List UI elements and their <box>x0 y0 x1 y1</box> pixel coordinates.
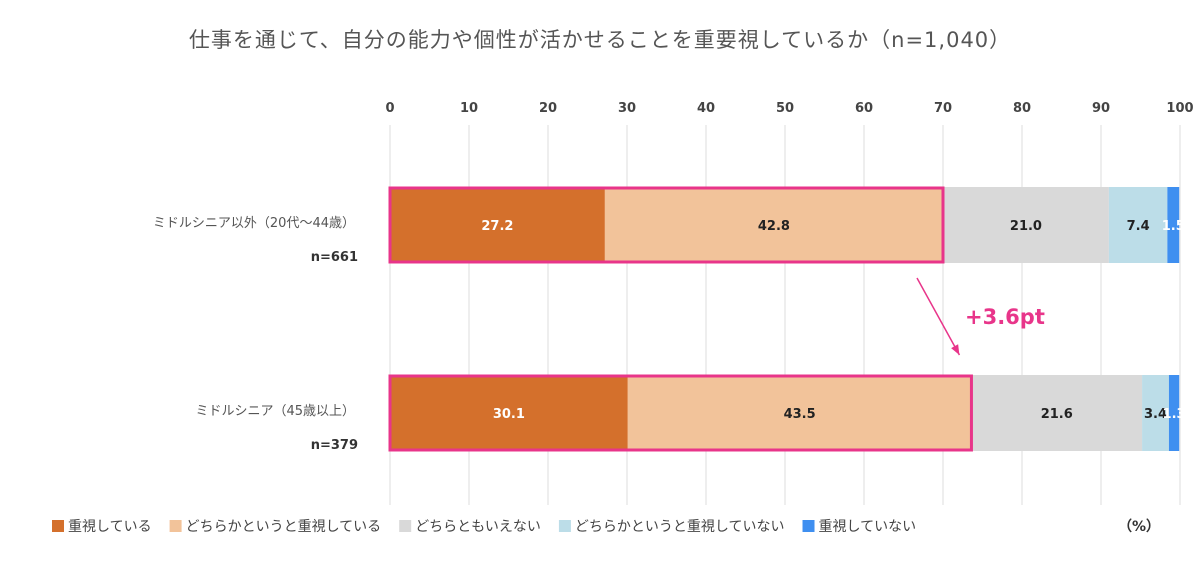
data-label: 3.4 <box>1144 407 1167 422</box>
data-label: 42.8 <box>758 219 790 234</box>
bar-segment <box>390 187 605 263</box>
bar-segment <box>604 187 943 263</box>
data-label: 21.0 <box>1010 219 1042 234</box>
annotation-arrow-head <box>951 344 960 355</box>
data-label: 27.2 <box>481 219 513 234</box>
x-tick-label: 60 <box>855 101 873 116</box>
chart-title: 仕事を通じて、自分の能力や個性が活かせることを重要視しているか（n=1,040） <box>188 28 1012 52</box>
data-label: 43.5 <box>784 407 816 422</box>
legend-label: どちらともいえない <box>415 519 541 535</box>
legend-swatch <box>399 520 412 532</box>
highlight-box <box>388 374 973 452</box>
bar-segment <box>971 375 1143 451</box>
annotation-arrow-line <box>916 277 961 356</box>
legend-swatch <box>558 520 571 532</box>
data-label: 21.6 <box>1041 407 1073 422</box>
x-tick-label: 90 <box>1092 101 1110 116</box>
x-tick-label: 50 <box>776 101 794 116</box>
x-tick-label: 40 <box>697 101 715 116</box>
bar-segment <box>943 187 1109 263</box>
bar-segment <box>1142 375 1169 451</box>
annotation-text: +3.6pt <box>965 305 1045 329</box>
legend-swatch <box>52 520 64 532</box>
highlight-box <box>388 186 945 264</box>
bar-segment <box>390 375 628 451</box>
bar-segment <box>627 375 972 451</box>
unit-label: （%） <box>1118 519 1160 535</box>
bar-segment <box>1168 375 1180 451</box>
legend-label: 重視している <box>68 519 152 535</box>
data-label: 7.4 <box>1127 219 1150 234</box>
x-tick-label: 20 <box>539 101 557 116</box>
legend-label: どちらかというと重視していない <box>575 519 785 535</box>
category-n-label: n=661 <box>311 250 358 265</box>
category-label: ミドルシニア（45歳以上） <box>195 404 355 419</box>
legend-label: どちらかというと重視している <box>186 519 382 535</box>
legend-label: 重視していない <box>819 519 917 535</box>
x-tick-label: 80 <box>1013 101 1031 116</box>
legend-swatch <box>802 520 815 532</box>
category-label: ミドルシニア以外（20代〜44歳） <box>153 216 355 231</box>
bar-segment <box>1167 187 1180 263</box>
x-tick-label: 70 <box>934 101 952 116</box>
x-tick-label: 100 <box>1166 101 1193 116</box>
legend-swatch <box>169 520 182 532</box>
bar-segment <box>1108 187 1168 263</box>
data-label: 1.3 <box>1163 407 1186 422</box>
x-tick-label: 0 <box>385 101 394 116</box>
x-tick-label: 30 <box>618 101 636 116</box>
category-n-label: n=379 <box>311 438 358 453</box>
x-tick-label: 10 <box>460 101 478 116</box>
data-label: 30.1 <box>493 407 525 422</box>
data-label: 1.5 <box>1162 219 1185 234</box>
